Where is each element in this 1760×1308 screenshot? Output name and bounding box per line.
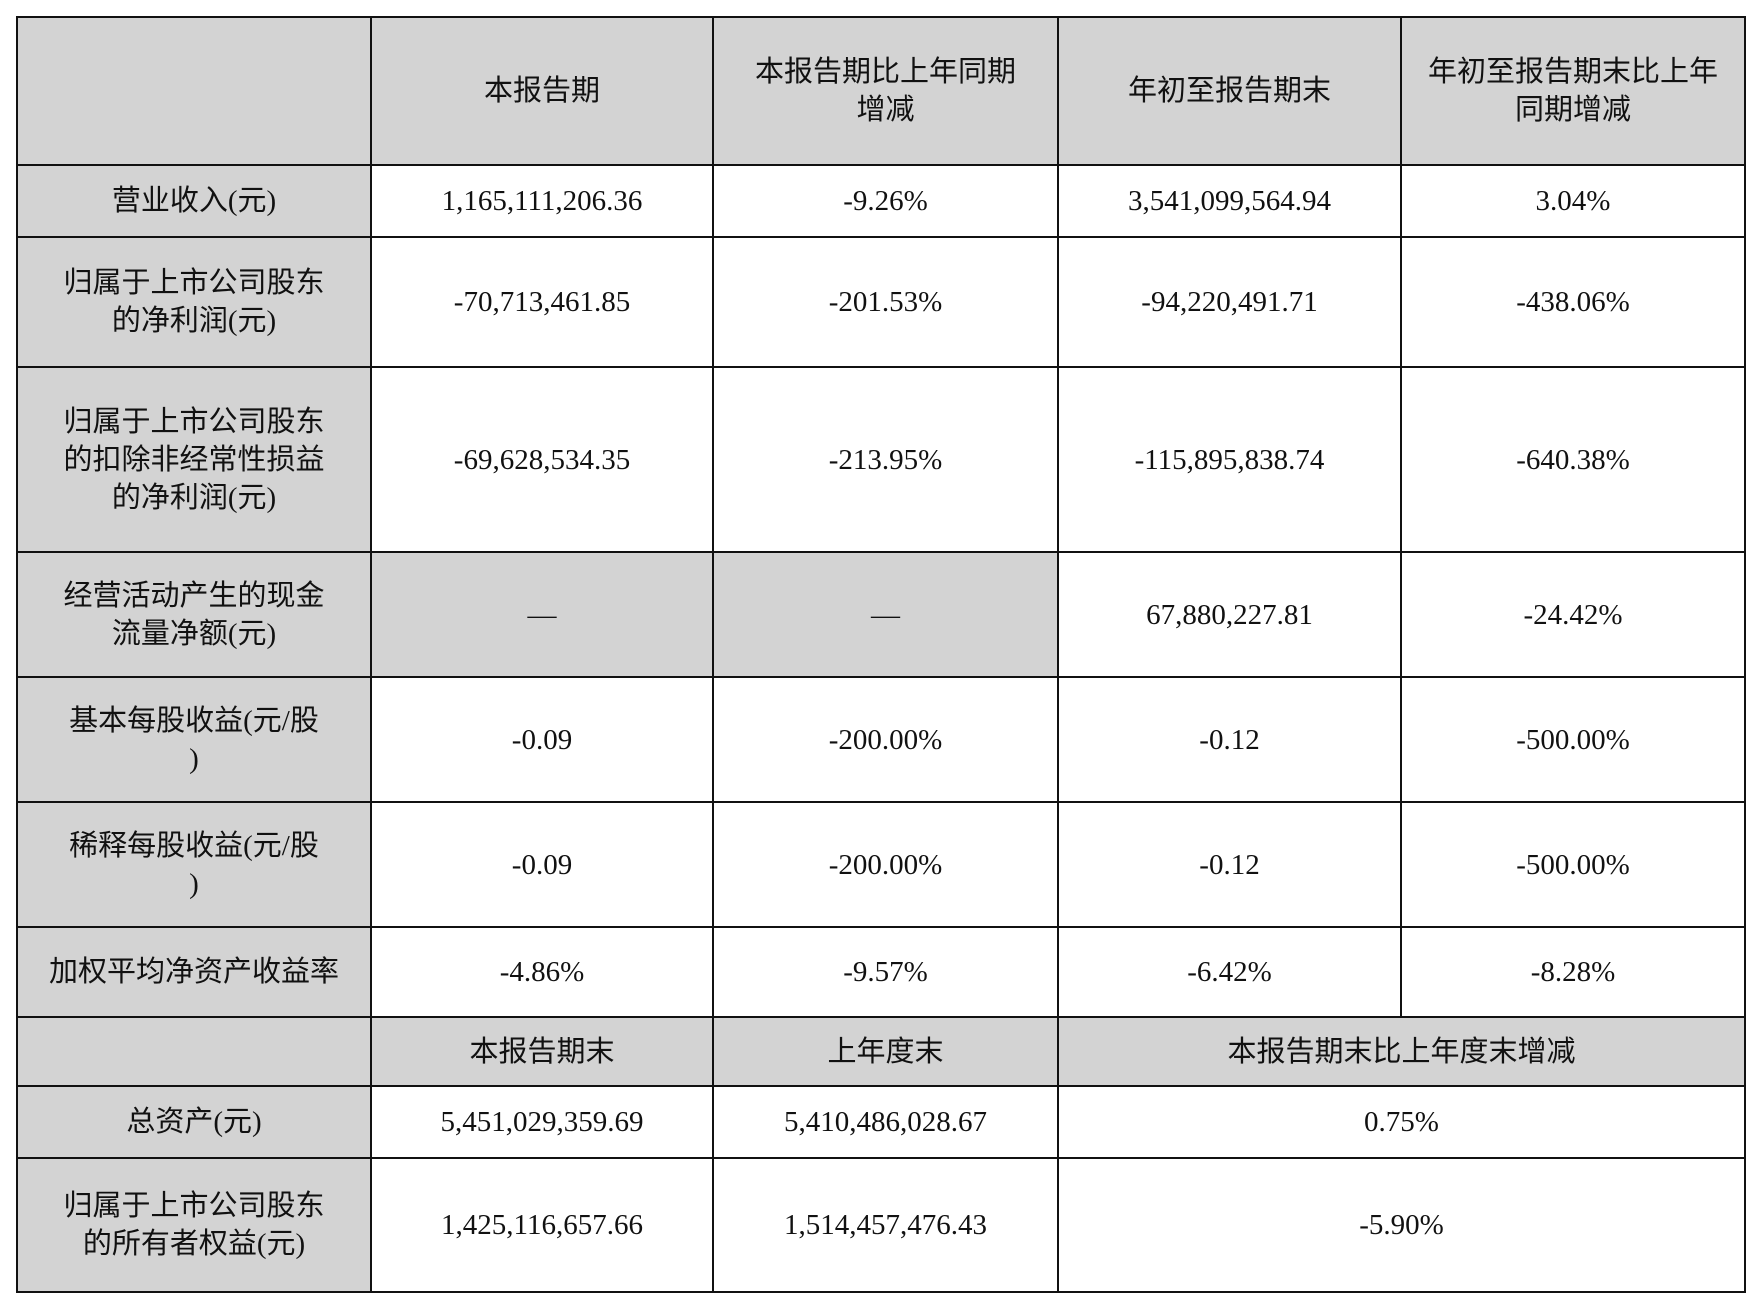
cell: -500.00% <box>1400 676 1746 803</box>
cell: 5,410,486,028.67 <box>712 1085 1059 1159</box>
cell: — <box>712 551 1059 678</box>
row-label: 稀释每股收益(元/股 ) <box>16 801 372 928</box>
table-row: 加权平均净资产收益率 -4.86% -9.57% -6.42% -8.28% <box>16 926 1746 1018</box>
cell: -213.95% <box>712 366 1059 553</box>
cell: 3,541,099,564.94 <box>1057 164 1402 238</box>
cell: -640.38% <box>1400 366 1746 553</box>
header-cell: 年初至报告期末 <box>1057 16 1402 166</box>
row-label: 经营活动产生的现金流量净额(元) <box>16 551 372 678</box>
cell: 1,425,116,657.66 <box>370 1157 714 1293</box>
cell: -115,895,838.74 <box>1057 366 1402 553</box>
cell: -4.86% <box>370 926 714 1018</box>
table-row: 归属于上市公司股东的扣除非经常性损益的净利润(元) -69,628,534.35… <box>16 366 1746 553</box>
cell: 3.04% <box>1400 164 1746 238</box>
table-row: 归属于上市公司股东的所有者权益(元) 1,425,116,657.66 1,51… <box>16 1157 1746 1293</box>
header-cell: 年初至报告期末比上年同期增减 <box>1400 16 1746 166</box>
cell: — <box>370 551 714 678</box>
table-row: 归属于上市公司股东的净利润(元) -70,713,461.85 -201.53%… <box>16 236 1746 368</box>
header-cell: 本报告期比上年同期增减 <box>712 16 1059 166</box>
header-row: 本报告期 本报告期比上年同期增减 年初至报告期末 年初至报告期末比上年同期增减 <box>16 16 1746 166</box>
cell: -0.09 <box>370 801 714 928</box>
cell: 1,514,457,476.43 <box>712 1157 1059 1293</box>
row-label: 归属于上市公司股东的所有者权益(元) <box>16 1157 372 1293</box>
table-row: 经营活动产生的现金流量净额(元) — — 67,880,227.81 -24.4… <box>16 551 1746 678</box>
header-cell: 本报告期 <box>370 16 714 166</box>
table-row: 基本每股收益(元/股 ) -0.09 -200.00% -0.12 -500.0… <box>16 676 1746 803</box>
cell: 67,880,227.81 <box>1057 551 1402 678</box>
cell: -24.42% <box>1400 551 1746 678</box>
cell: 0.75% <box>1057 1085 1746 1159</box>
row-label: 归属于上市公司股东的净利润(元) <box>16 236 372 368</box>
cell: -201.53% <box>712 236 1059 368</box>
header-cell <box>16 16 372 166</box>
cell: -5.90% <box>1057 1157 1746 1293</box>
cell: -0.12 <box>1057 676 1402 803</box>
cell: -6.42% <box>1057 926 1402 1018</box>
cell: -0.09 <box>370 676 714 803</box>
cell: -200.00% <box>712 676 1059 803</box>
cell: 5,451,029,359.69 <box>370 1085 714 1159</box>
cell: -94,220,491.71 <box>1057 236 1402 368</box>
cell: -70,713,461.85 <box>370 236 714 368</box>
cell: -438.06% <box>1400 236 1746 368</box>
header-cell: 上年度末 <box>712 1016 1059 1087</box>
row-label: 总资产(元) <box>16 1085 372 1159</box>
cell: -9.57% <box>712 926 1059 1018</box>
cell: -500.00% <box>1400 801 1746 928</box>
header-row-2: 本报告期末 上年度末 本报告期末比上年度末增减 <box>16 1016 1746 1087</box>
header-cell: 本报告期末比上年度末增减 <box>1057 1016 1746 1087</box>
cell: -69,628,534.35 <box>370 366 714 553</box>
cell: -9.26% <box>712 164 1059 238</box>
header-cell: 本报告期末 <box>370 1016 714 1087</box>
header-cell <box>16 1016 372 1087</box>
row-label: 基本每股收益(元/股 ) <box>16 676 372 803</box>
table-row: 营业收入(元) 1,165,111,206.36 -9.26% 3,541,09… <box>16 164 1746 238</box>
row-label: 归属于上市公司股东的扣除非经常性损益的净利润(元) <box>16 366 372 553</box>
cell: 1,165,111,206.36 <box>370 164 714 238</box>
financial-data-table: 本报告期 本报告期比上年同期增减 年初至报告期末 年初至报告期末比上年同期增减 … <box>16 16 1746 1293</box>
table-row: 稀释每股收益(元/股 ) -0.09 -200.00% -0.12 -500.0… <box>16 801 1746 928</box>
row-label: 营业收入(元) <box>16 164 372 238</box>
table-row: 总资产(元) 5,451,029,359.69 5,410,486,028.67… <box>16 1085 1746 1159</box>
cell: -200.00% <box>712 801 1059 928</box>
row-label: 加权平均净资产收益率 <box>16 926 372 1018</box>
cell: -0.12 <box>1057 801 1402 928</box>
cell: -8.28% <box>1400 926 1746 1018</box>
